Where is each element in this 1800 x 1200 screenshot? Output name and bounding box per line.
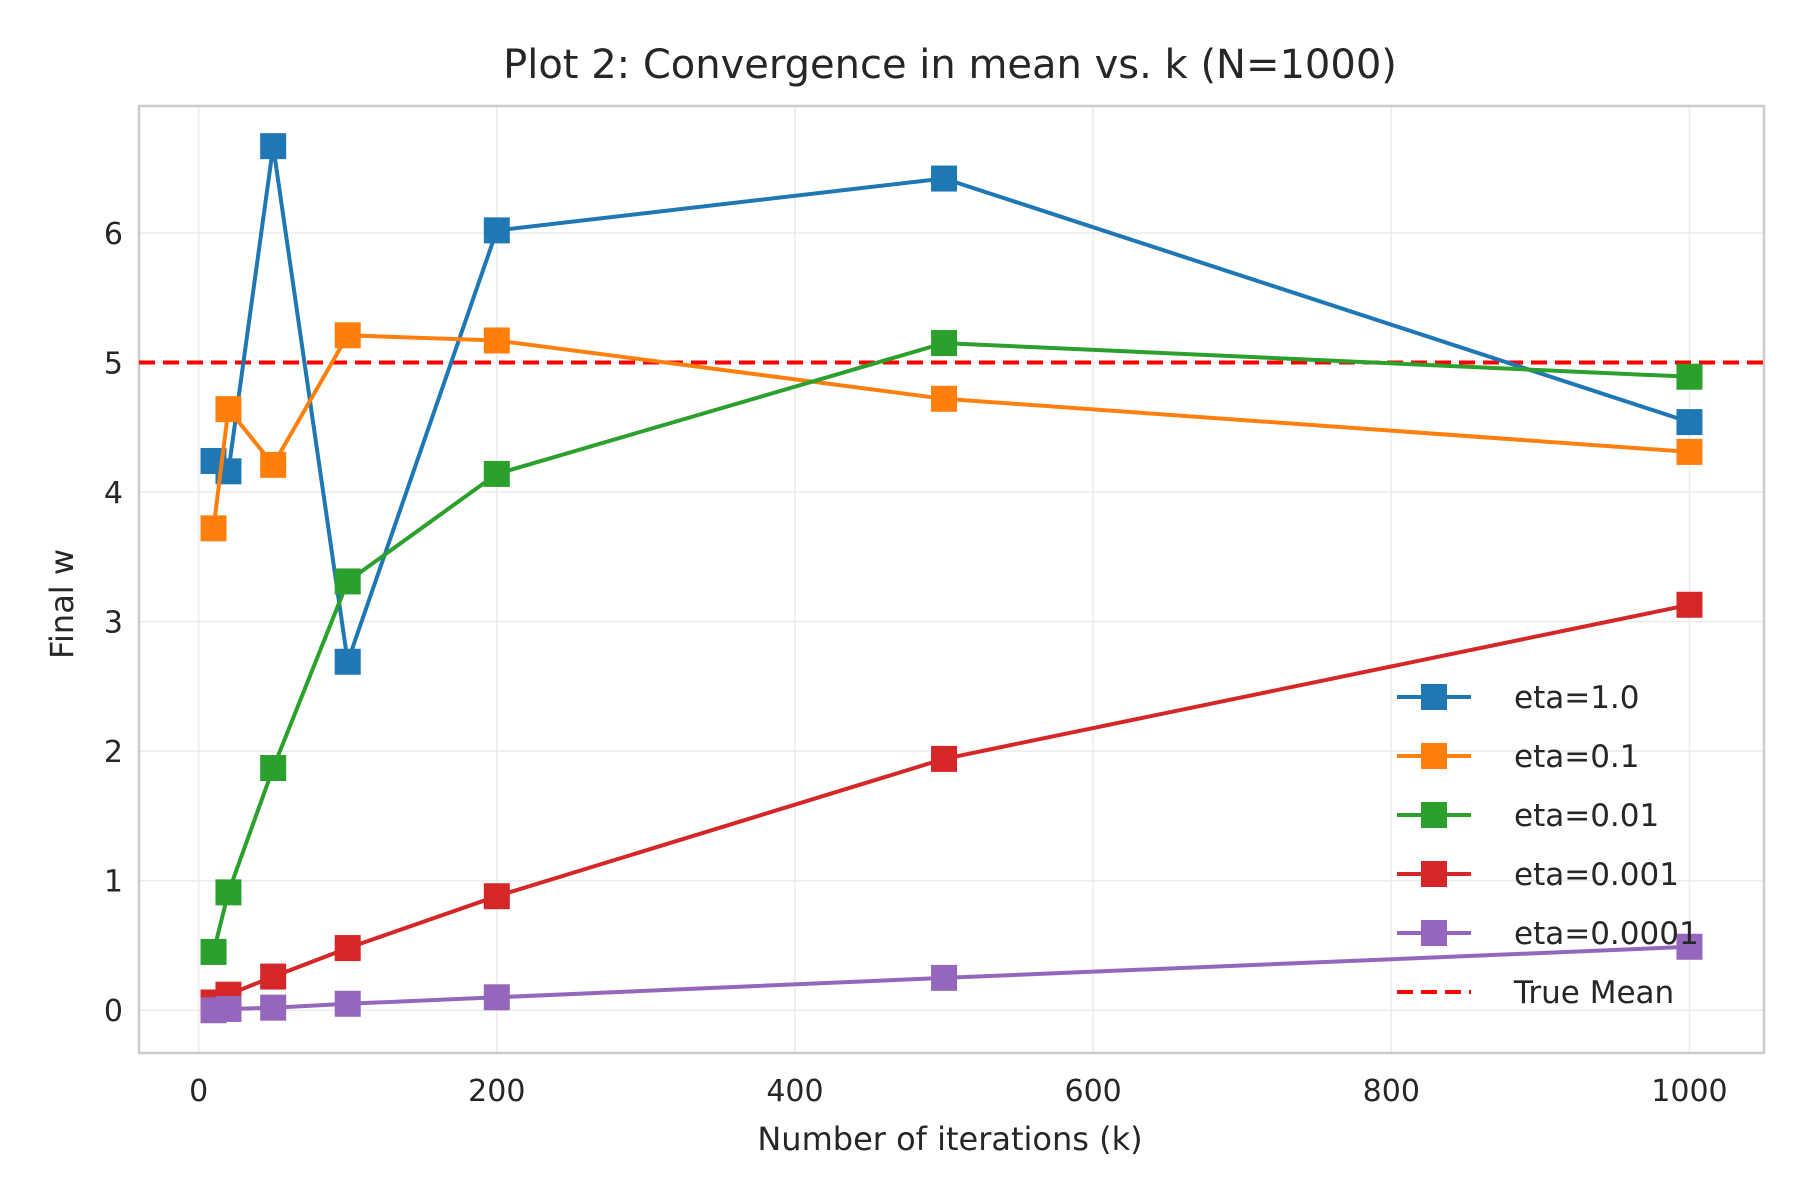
y-tick-label: 6 — [104, 217, 123, 252]
data-point — [1676, 409, 1703, 436]
grid — [139, 106, 1764, 1053]
data-point — [1676, 933, 1703, 960]
legend-marker — [1421, 802, 1447, 828]
data-point — [931, 964, 958, 991]
data-point — [334, 322, 361, 349]
legend: eta=1.0 eta=0.1 eta=0.01 eta=0.001 eta=0.000… — [1397, 680, 1699, 1011]
series-layer — [200, 133, 1703, 1024]
data-point — [1676, 438, 1703, 465]
y-axis-title: Final w — [43, 549, 81, 659]
x-tick-label: 1000 — [1651, 1074, 1727, 1109]
y-tick-label: 1 — [104, 865, 123, 900]
y-tick-label: 2 — [104, 735, 123, 770]
series-eta=0.01 — [200, 330, 1703, 965]
data-point — [483, 460, 510, 487]
tick-layer: 0 200 400 600 800 1000 0 1 2 3 4 5 6 — [104, 217, 1728, 1109]
data-point — [200, 938, 227, 965]
data-point — [260, 994, 287, 1021]
legend-label: eta=0.01 — [1514, 798, 1659, 834]
data-point — [334, 990, 361, 1017]
data-point — [260, 451, 287, 478]
x-axis-title: Number of iterations (k) — [757, 1120, 1142, 1158]
y-tick-label: 0 — [104, 994, 123, 1029]
legend-label: True Mean — [1513, 975, 1674, 1011]
x-tick-label: 400 — [766, 1074, 823, 1109]
legend-marker — [1421, 920, 1447, 946]
legend-item: eta=1.0 — [1397, 680, 1640, 716]
legend-item: eta=0.0001 — [1397, 916, 1699, 952]
legend-label: eta=0.001 — [1514, 857, 1679, 893]
series-eta=0.1 — [200, 322, 1703, 542]
legend-item: eta=0.001 — [1397, 857, 1679, 893]
legend-marker — [1421, 743, 1447, 769]
data-point — [215, 879, 242, 906]
series-eta=0.0001 — [200, 933, 1703, 1024]
y-tick-label: 3 — [104, 606, 123, 641]
data-point — [215, 396, 242, 423]
data-point — [334, 568, 361, 595]
legend-label: eta=1.0 — [1514, 680, 1640, 716]
data-point — [1676, 363, 1703, 390]
y-tick-label: 4 — [104, 476, 123, 511]
x-tick-label: 800 — [1363, 1074, 1420, 1109]
x-tick-label: 600 — [1064, 1074, 1121, 1109]
data-point — [334, 648, 361, 675]
data-point — [483, 984, 510, 1011]
y-tick-label: 5 — [104, 347, 123, 382]
legend-item: eta=0.01 — [1397, 798, 1659, 834]
data-point — [260, 963, 287, 990]
legend-label: eta=0.0001 — [1514, 916, 1699, 952]
data-point — [483, 217, 510, 244]
data-point — [260, 133, 287, 160]
data-point — [483, 883, 510, 910]
data-point — [215, 995, 242, 1022]
data-point — [334, 935, 361, 962]
legend-item: eta=0.1 — [1397, 739, 1640, 775]
legend-item: True Mean — [1397, 975, 1674, 1011]
data-point — [1676, 591, 1703, 618]
legend-label: eta=0.1 — [1514, 739, 1640, 775]
x-tick-label: 0 — [189, 1074, 208, 1109]
plot-frame — [137, 104, 1766, 1055]
data-point — [931, 330, 958, 357]
data-point — [931, 385, 958, 412]
legend-marker — [1421, 684, 1447, 710]
chart-title: Plot 2: Convergence in mean vs. k (N=100… — [503, 42, 1397, 88]
data-point — [931, 745, 958, 772]
data-point — [483, 327, 510, 354]
data-point — [260, 754, 287, 781]
x-tick-label: 200 — [468, 1074, 525, 1109]
data-point — [931, 165, 958, 192]
data-point — [200, 515, 227, 542]
legend-marker — [1421, 861, 1447, 887]
